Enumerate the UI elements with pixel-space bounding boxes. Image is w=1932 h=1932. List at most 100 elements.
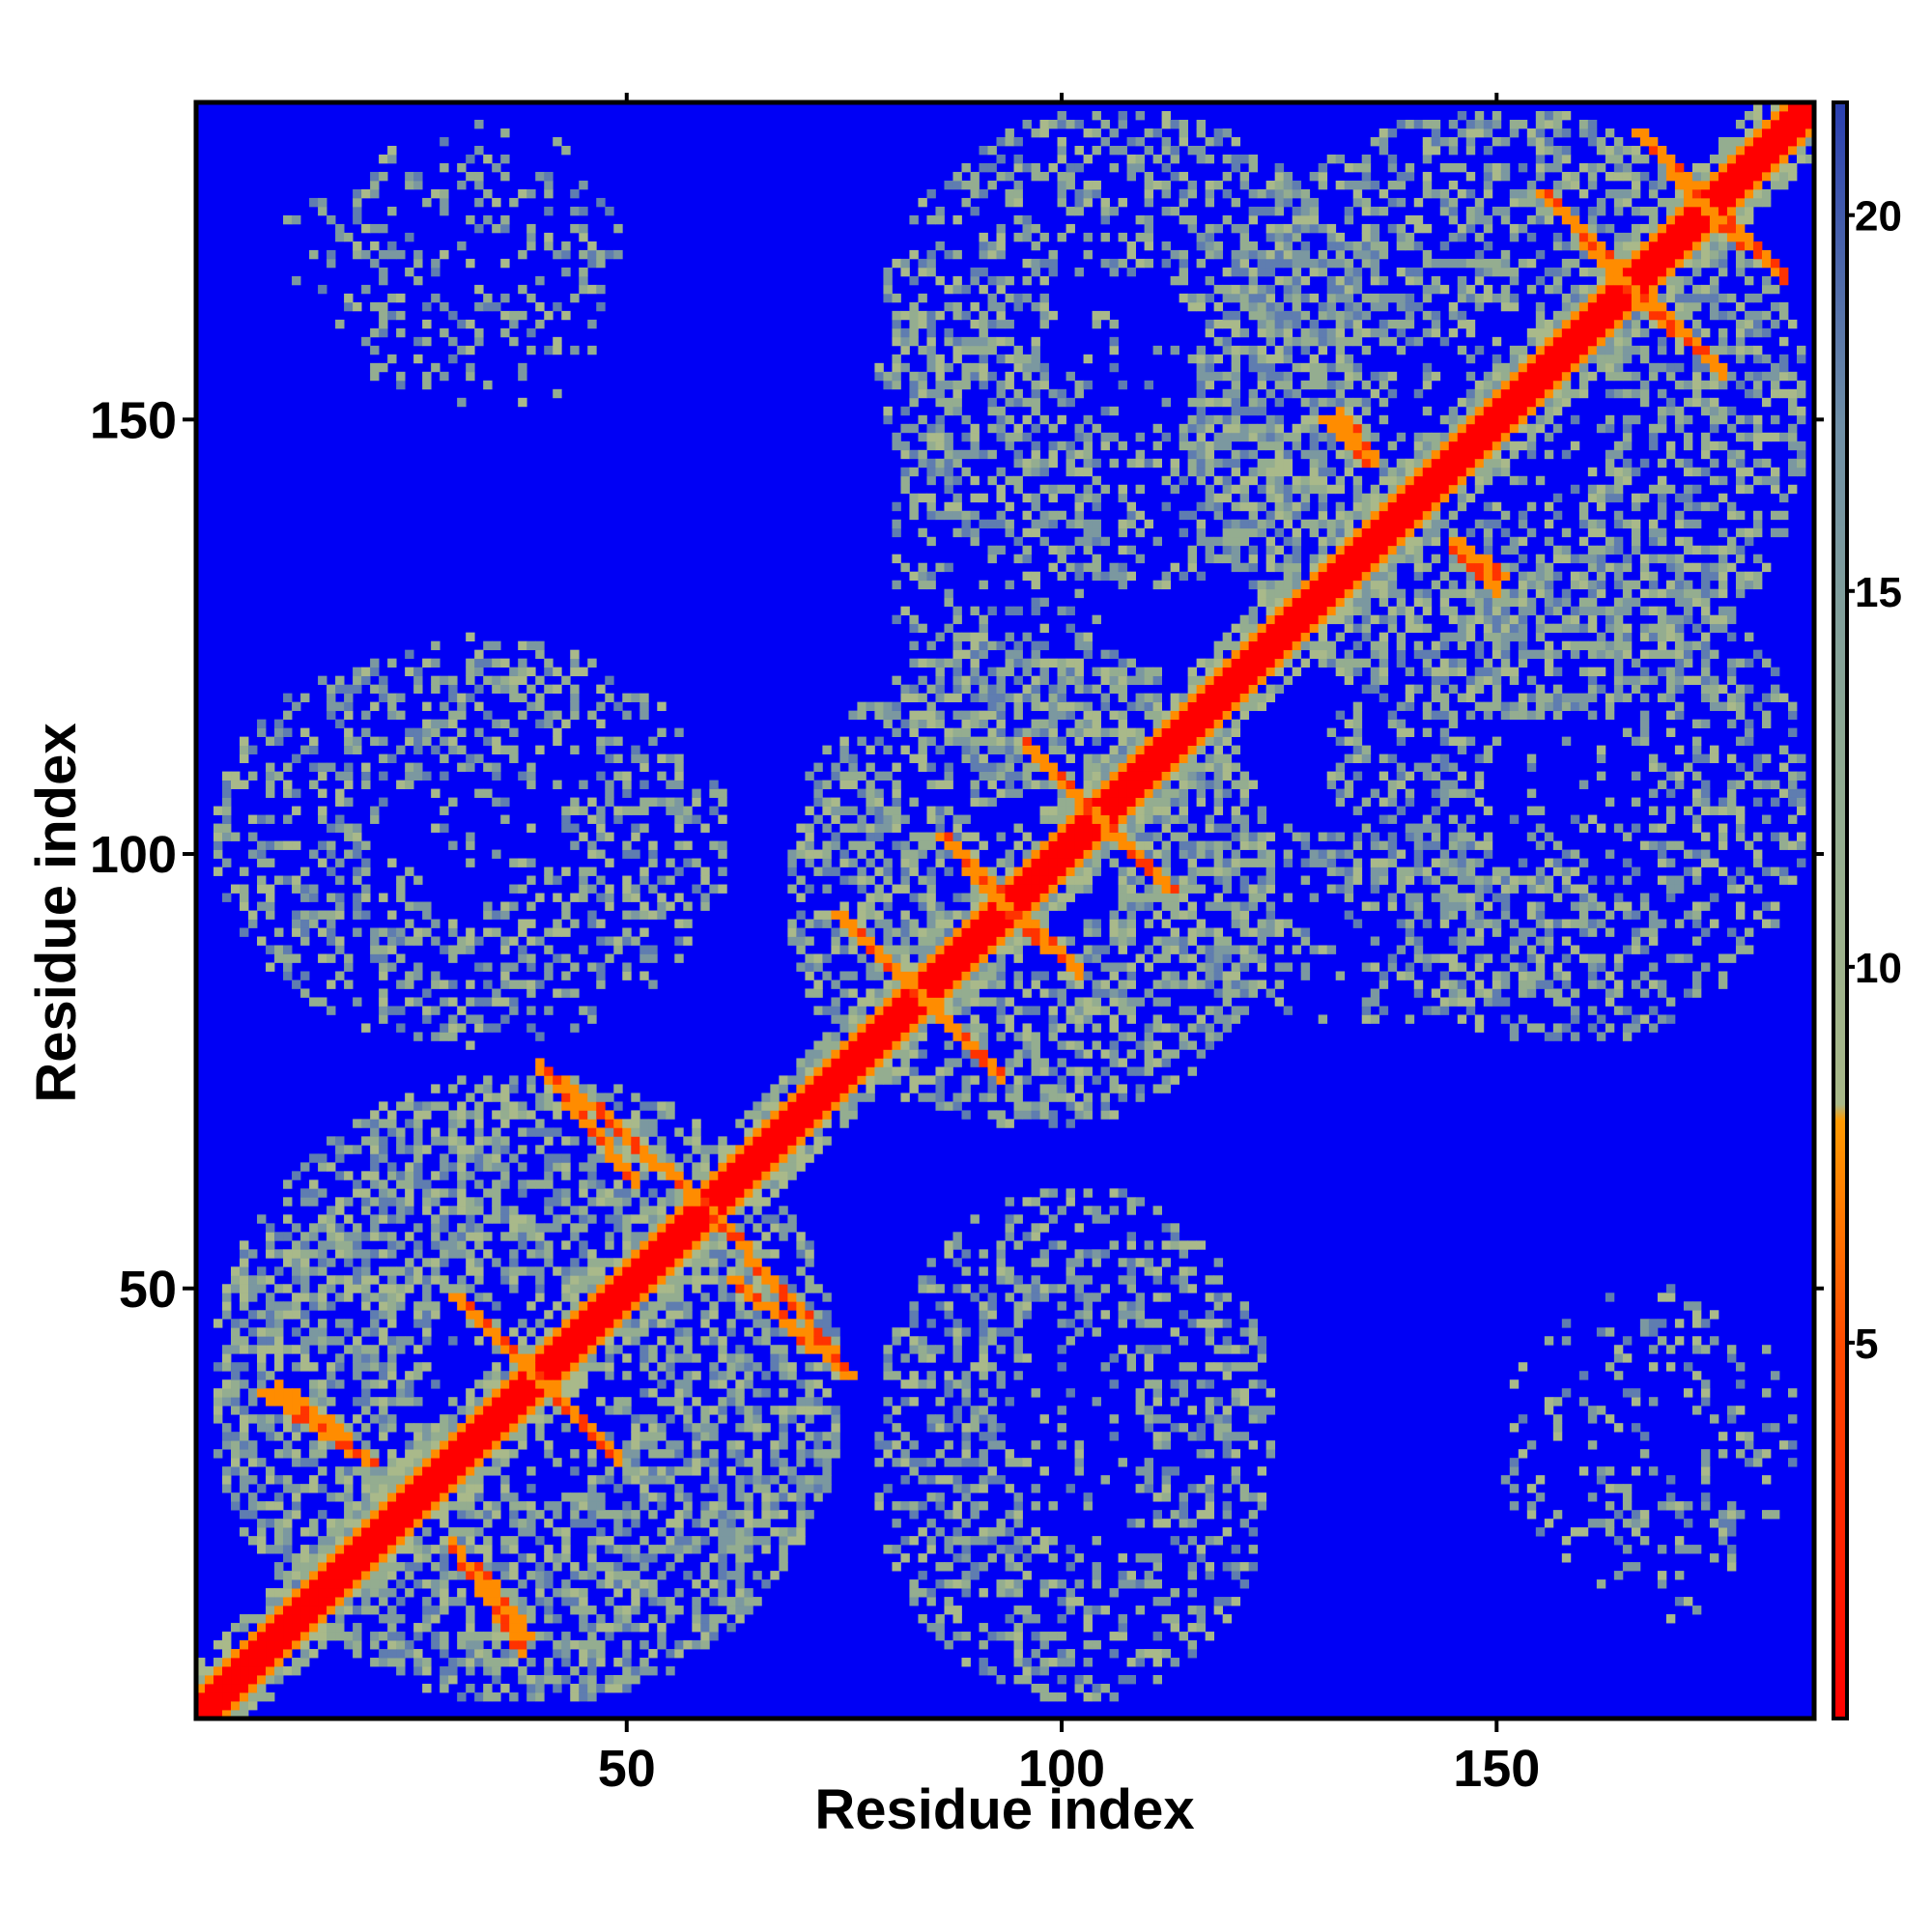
heatmap-cell [935, 658, 945, 668]
heatmap-cell [909, 1440, 919, 1450]
heatmap-cell [918, 432, 927, 442]
heatmap-cell [596, 197, 606, 208]
heatmap-cell [327, 927, 336, 937]
heatmap-cell [431, 1484, 440, 1493]
heatmap-cell [831, 1449, 840, 1459]
heatmap-cell [561, 988, 571, 998]
heatmap-cell [561, 1101, 571, 1111]
heatmap-cell [387, 354, 397, 364]
heatmap-cell [579, 1649, 588, 1659]
heatmap-cell [370, 684, 380, 695]
heatmap-cell [457, 936, 467, 946]
heatmap-cell [379, 1614, 388, 1624]
heatmap-cell [553, 1188, 562, 1198]
heatmap-cell [935, 1475, 945, 1485]
heatmap-cell [709, 1240, 719, 1250]
heatmap-cell [587, 1345, 597, 1354]
heatmap-cell [553, 684, 562, 695]
heatmap-cell [344, 1432, 354, 1441]
heatmap-cell [353, 1579, 362, 1589]
heatmap-cell [335, 719, 345, 729]
heatmap-cell [300, 1658, 310, 1667]
heatmap-cell [726, 1605, 736, 1615]
heatmap-cell [231, 1649, 241, 1659]
heatmap-cell [726, 1188, 736, 1198]
heatmap-cell [257, 1266, 267, 1276]
heatmap-cell [570, 1353, 580, 1363]
heatmap-cell [892, 1014, 901, 1024]
heatmap-cell [970, 849, 980, 859]
heatmap-cell [466, 1640, 475, 1650]
heatmap-cell [622, 1145, 632, 1154]
heatmap-cell [944, 562, 953, 573]
heatmap-cell [813, 1049, 823, 1059]
heatmap-cell [405, 1475, 414, 1485]
heatmap-cell [639, 797, 649, 807]
heatmap-cell [387, 1484, 397, 1493]
heatmap-cell [648, 1432, 658, 1441]
heatmap-cell [518, 1223, 527, 1233]
heatmap-cell [492, 797, 501, 807]
heatmap-cell [996, 858, 1006, 867]
heatmap-cell [622, 910, 632, 920]
heatmap-cell [405, 1388, 414, 1398]
heatmap-cell [327, 1240, 336, 1250]
heatmap-cell [579, 1006, 588, 1015]
heatmap-cell [483, 1449, 493, 1459]
heatmap-cell [518, 1266, 527, 1276]
heatmap-cell [822, 1484, 832, 1493]
heatmap-cell [405, 1588, 414, 1598]
heatmap-cell [866, 823, 875, 833]
heatmap-cell [996, 432, 1006, 442]
heatmap-cell [979, 1475, 988, 1485]
heatmap-cell [544, 719, 554, 729]
heatmap-cell [300, 910, 310, 920]
heatmap-cell [892, 701, 901, 712]
heatmap-cell [370, 1632, 380, 1641]
heatmap-cell [709, 840, 719, 850]
heatmap-cell [587, 1684, 597, 1693]
heatmap-cell [448, 310, 458, 321]
heatmap-cell [944, 927, 953, 937]
heatmap-cell [909, 423, 919, 434]
heatmap-cell [335, 858, 345, 867]
heatmap-cell [292, 1484, 301, 1493]
heatmap-cell [735, 1484, 745, 1493]
heatmap-cell [327, 1006, 336, 1015]
heatmap-cell [735, 1258, 745, 1267]
heatmap-cell [327, 1623, 336, 1633]
heatmap-cell [448, 1206, 458, 1215]
heatmap-cell [396, 1293, 406, 1302]
heatmap-cell [474, 1579, 484, 1589]
heatmap-cell [370, 1545, 380, 1554]
heatmap-cell [413, 962, 423, 972]
heatmap-cell [831, 1075, 840, 1085]
heatmap-cell [413, 684, 423, 695]
heatmap-cell [831, 980, 840, 989]
heatmap-cell [831, 1006, 840, 1015]
heatmap-cell [335, 1440, 345, 1450]
heatmap-cell [674, 1127, 684, 1137]
heatmap-cell [553, 927, 562, 937]
heatmap-cell [822, 919, 832, 928]
heatmap-cell [866, 762, 875, 772]
heatmap-cell [570, 1345, 580, 1354]
heatmap-cell [961, 1492, 971, 1502]
heatmap-cell [900, 980, 910, 989]
heatmap-cell [483, 1510, 493, 1520]
heatmap-cell [935, 1527, 945, 1537]
heatmap-cell [596, 1562, 606, 1572]
heatmap-cell [605, 1432, 614, 1441]
heatmap-cell [961, 1040, 971, 1050]
heatmap-cell [248, 1492, 258, 1502]
heatmap-cell [509, 1153, 519, 1163]
heatmap-cell [440, 997, 449, 1007]
heatmap-cell [805, 1240, 814, 1250]
heatmap-cell [509, 1545, 519, 1554]
heatmap-cell [605, 1475, 614, 1485]
heatmap-cell [892, 1336, 901, 1346]
heatmap-cell [440, 1284, 449, 1293]
heatmap-cell [1005, 884, 1014, 894]
heatmap-cell [413, 997, 423, 1007]
heatmap-cell [474, 1023, 484, 1033]
